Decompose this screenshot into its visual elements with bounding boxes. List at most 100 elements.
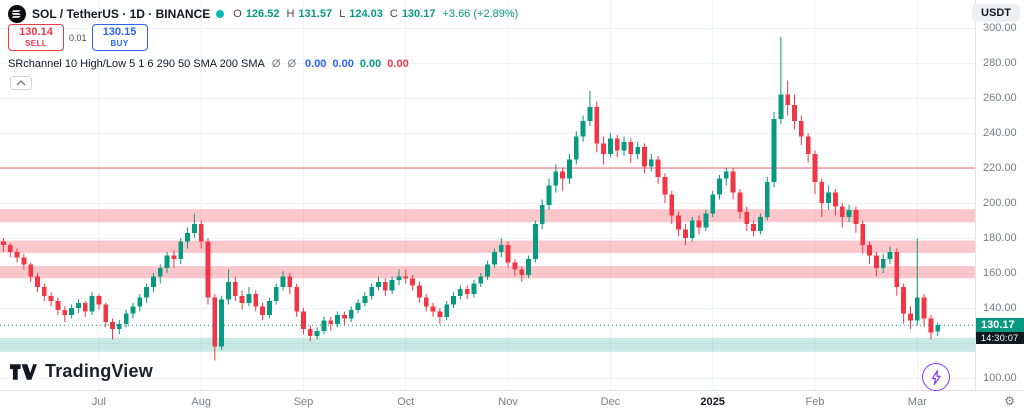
ohlc-low-label: L [339, 8, 346, 20]
candle [826, 185, 831, 210]
axis-settings-gear-icon[interactable]: ⚙ [1004, 394, 1015, 408]
collapse-toolbar-button[interactable] [10, 76, 32, 90]
candle [89, 292, 95, 315]
candle [41, 283, 47, 301]
candle [110, 318, 115, 340]
tradingview-wordmark: TradingView [45, 361, 153, 381]
ohlc-close-label: C [389, 8, 398, 20]
buy-price: 130.15 [102, 26, 137, 38]
price-axis-label: 280.00 [983, 56, 1017, 69]
candle [130, 302, 136, 319]
spread-value: 0.01 [69, 32, 87, 43]
tradingview-logo-icon [10, 363, 37, 380]
candle [567, 154, 572, 184]
candle [683, 224, 688, 245]
support-zone [0, 337, 975, 352]
candle [307, 325, 313, 342]
candle [492, 248, 497, 268]
ohlc-values: O 126.52 H 131.57 L 124.03 C 130.17 +3.6… [230, 8, 518, 20]
candle [185, 227, 190, 249]
candle [471, 280, 477, 298]
candle [573, 131, 579, 165]
candle [123, 309, 129, 328]
indicator-row[interactable]: SRchannel 10 High/Low 5 1 6 290 50 SMA 2… [8, 58, 409, 70]
current-price-label: 130.17 [976, 318, 1024, 333]
candle [157, 264, 163, 284]
time-axis-label: Sep [293, 396, 314, 408]
candle [608, 133, 613, 158]
buy-button[interactable]: 130.15 BUY [91, 24, 148, 51]
ohlc-high-label: H [286, 8, 295, 20]
candle [7, 243, 13, 258]
indicator-action-icons[interactable]: Ø Ø [271, 58, 299, 70]
candle [273, 283, 279, 305]
candle [1, 238, 6, 252]
time-axis-label: Nov [498, 396, 518, 408]
candle [192, 213, 197, 238]
candle [717, 175, 722, 200]
candle [642, 143, 647, 174]
candle [744, 206, 750, 231]
candle [485, 260, 490, 280]
price-axis-label: 180.00 [983, 231, 1017, 244]
candle [205, 238, 211, 305]
candle [478, 273, 484, 287]
symbol-title[interactable]: SOL / TetherUS · 1D · BINANCE [32, 7, 211, 21]
candle [553, 164, 559, 193]
candle [805, 133, 811, 163]
candle [703, 210, 709, 231]
candle [867, 241, 872, 265]
price-axis-label: 220.00 [983, 161, 1017, 174]
resistance-zone-2 [0, 240, 975, 253]
time-axis[interactable]: Jul Aug Sep Oct Nov Dec 2025 Feb Mar [0, 390, 1024, 414]
time-axis-label: 2025 [700, 396, 725, 408]
quick-trade-button[interactable] [922, 363, 950, 391]
candle [887, 246, 893, 265]
candle [253, 290, 259, 312]
candle [164, 252, 170, 273]
candle [628, 138, 634, 163]
time-axis-label: Aug [191, 396, 211, 408]
candle [519, 266, 525, 282]
price-axis-label: 300.00 [983, 21, 1017, 34]
currency-usdt-button[interactable]: USDT [972, 4, 1020, 22]
candle [389, 276, 395, 294]
time-axis-label: Jul [91, 396, 106, 408]
candle [710, 190, 716, 217]
candle [601, 136, 606, 165]
sell-price: 130.14 [19, 26, 53, 38]
candle [846, 204, 852, 223]
candle [771, 112, 777, 188]
ohlc-open-value: 126.52 [245, 8, 280, 20]
ohlc-low-value: 124.03 [349, 8, 383, 20]
candle [853, 206, 859, 233]
candle [219, 295, 224, 350]
candle [546, 178, 552, 210]
candlestick-chart[interactable] [0, 0, 975, 390]
price-axis[interactable]: 130.17 14:30:07 300.00 280.00 260.00 240.00… [975, 0, 1024, 390]
candle [69, 304, 74, 319]
candle [533, 220, 538, 263]
candle [635, 141, 641, 160]
candle [921, 294, 927, 328]
candle [82, 301, 88, 317]
lightning-icon [931, 369, 941, 385]
time-axis-label: Oct [397, 396, 415, 408]
indicator-value: 0.00 [359, 58, 382, 70]
candle [457, 285, 463, 300]
candle [737, 189, 743, 219]
candle [505, 241, 511, 268]
sell-button[interactable]: 130.14 SELL [8, 24, 64, 51]
price-axis-label: 200.00 [983, 196, 1017, 209]
candle [294, 283, 300, 317]
time-axis-label: Feb [805, 396, 825, 408]
price-change: +3.66 (+2.89%) [442, 8, 519, 20]
candle [648, 154, 654, 172]
candle [451, 292, 456, 308]
candle-countdown: 14:30:07 [976, 332, 1024, 345]
buy-label: BUY [110, 39, 129, 48]
candle [935, 322, 941, 336]
candle [908, 306, 913, 329]
candle [280, 271, 286, 291]
